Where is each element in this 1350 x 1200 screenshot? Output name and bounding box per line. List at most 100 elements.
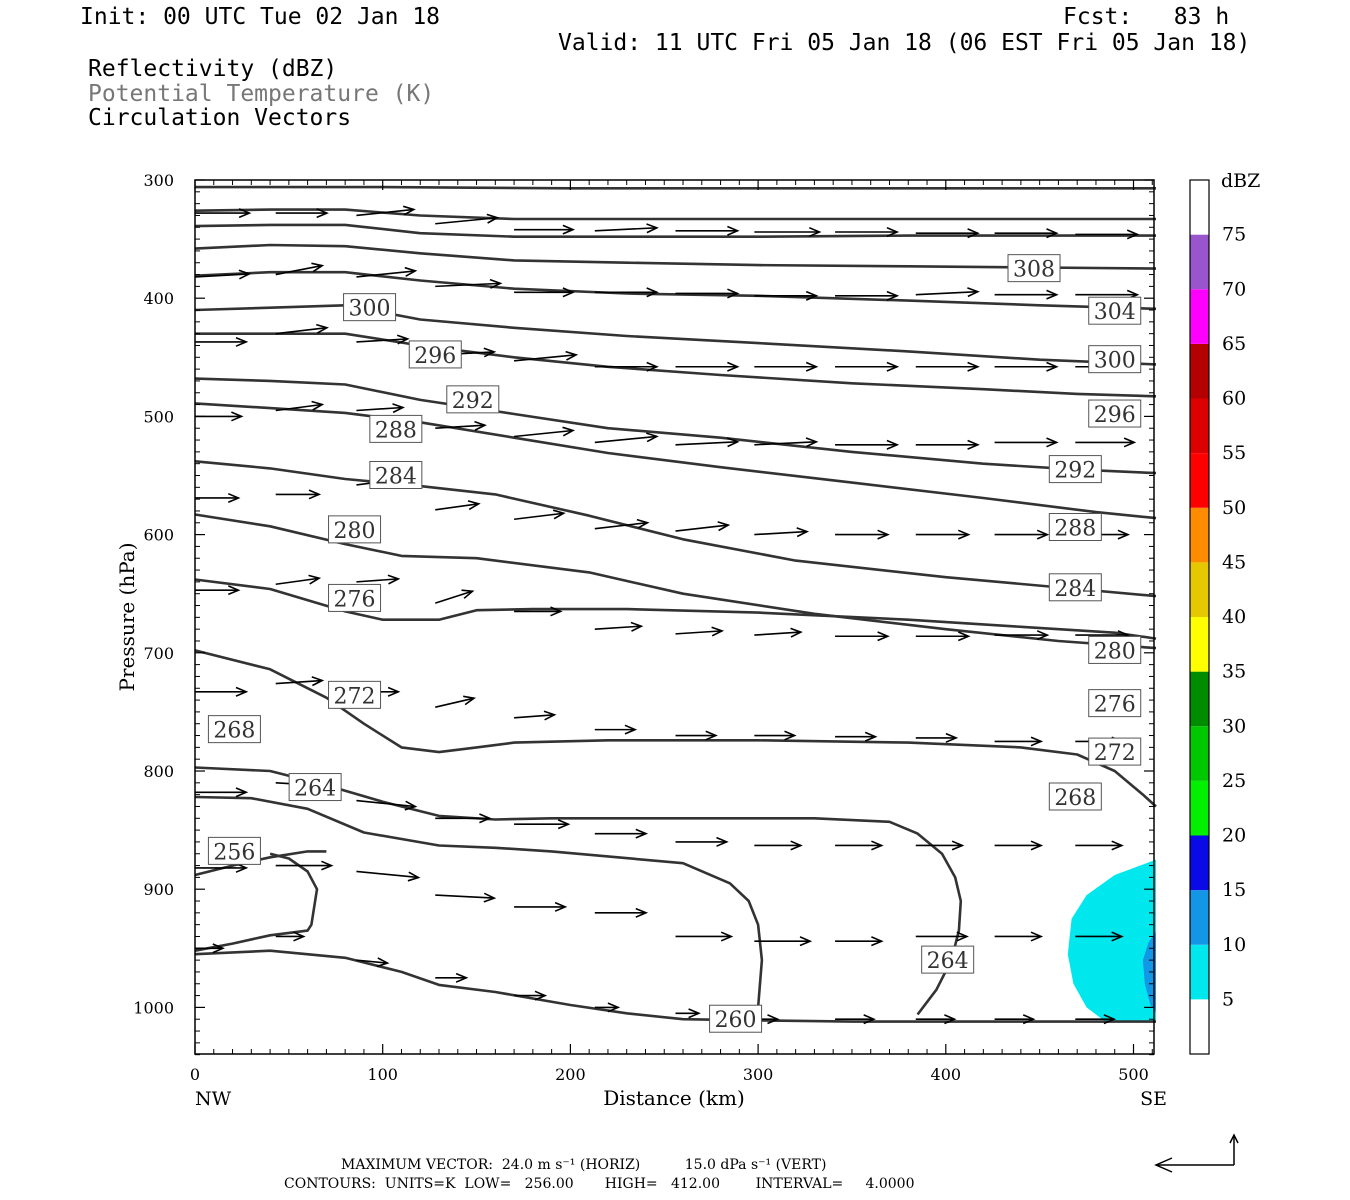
colorbar-label: 35 [1222, 661, 1246, 683]
circulation-vector [675, 1008, 701, 1019]
theta-label: 292 [446, 385, 500, 414]
theta-label: 276 [328, 583, 382, 612]
y-tick-label: 900 [143, 880, 174, 899]
circulation-vector [594, 223, 659, 234]
colorbar-label: 50 [1222, 497, 1246, 519]
forecast-hour: Fcst: 83 h [1063, 4, 1230, 30]
theta-label-text: 300 [349, 297, 391, 322]
circulation-vector [356, 957, 390, 968]
theta-label-text: 284 [375, 465, 417, 490]
theta-label: 268 [1048, 782, 1102, 811]
circulation-vector [994, 289, 1059, 300]
circulation-vector [275, 860, 334, 871]
circulation-vector [915, 287, 980, 298]
circulation-vector [514, 819, 571, 830]
axis-layer: 300 400 500 600 700 800 900 1000 0 100 200 300 400 50… [133, 171, 1154, 1084]
circulation-vector [594, 724, 638, 735]
circulation-vector [356, 334, 410, 345]
y-tick-label: 500 [143, 407, 174, 426]
theta-label-text: 292 [1054, 459, 1096, 484]
circulation-vector [195, 686, 249, 697]
theta-contour-316 [195, 185, 1156, 190]
circulation-vector [835, 1014, 876, 1025]
circulation-vector [994, 931, 1044, 942]
theta-label-text: 284 [1054, 577, 1096, 602]
y-tick-label: 400 [143, 289, 174, 308]
circulation-vector [915, 631, 971, 642]
colorbar-label: 75 [1222, 224, 1246, 246]
theta-contour-292 [195, 332, 1157, 398]
circulation-vector [835, 840, 884, 851]
theta-label: 284 [1048, 573, 1102, 602]
theta-contour-256 [194, 852, 319, 952]
circulation-vector [435, 695, 477, 708]
y-axis-title: Pressure (hPa) [115, 543, 139, 692]
x-tick-label: 100 [367, 1065, 398, 1084]
circulation-vector [915, 732, 959, 743]
x-tick-label: 200 [555, 1065, 586, 1084]
colorbar-swatch [1190, 343, 1209, 399]
vector-layer [194, 205, 1140, 1025]
circulation-vector [275, 208, 329, 219]
circulation-vector [835, 439, 900, 450]
circulation-vector [514, 426, 576, 438]
circulation-vector [594, 828, 649, 839]
theta-label: 280 [328, 515, 382, 544]
theta-label-text: 264 [927, 949, 969, 974]
colorbar-swatch [1190, 398, 1209, 454]
circulation-vector [594, 907, 649, 918]
circulation-vector [915, 361, 980, 372]
circulation-vector [754, 226, 822, 238]
circulation-vector [915, 931, 969, 942]
circulation-vector [356, 205, 416, 217]
circulation-vector [514, 287, 576, 298]
colorbar-swatch [1190, 289, 1209, 344]
theta-label-text: 308 [1013, 258, 1055, 283]
theta-label-text: 276 [1094, 693, 1136, 718]
circulation-vector [835, 936, 884, 947]
circulation-vector [675, 225, 740, 236]
circulation-vector [275, 400, 325, 412]
colorbar-label: 30 [1222, 715, 1246, 737]
circulation-vector [675, 626, 725, 637]
circulation-vector [994, 361, 1059, 372]
circulation-vector [594, 621, 644, 632]
circulation-vector [275, 676, 325, 687]
colorbar-swatch [1190, 562, 1209, 617]
y-tick-label: 800 [143, 762, 174, 781]
theta-label-text: 268 [213, 719, 255, 744]
y-tick-label: 1000 [133, 998, 174, 1017]
colorbar-label: 5 [1222, 988, 1234, 1010]
x-tick-label: 0 [190, 1065, 200, 1084]
y-tick-label: 300 [143, 171, 174, 190]
circulation-vector [994, 437, 1059, 448]
circulation-vector [275, 931, 306, 942]
circulation-vector [994, 529, 1050, 540]
circulation-vector [514, 224, 576, 235]
circulation-vector [275, 262, 325, 276]
valid-time: Valid: 11 UTC Fri 05 Jan 18 (06 EST Fri … [558, 30, 1251, 56]
colorbar-label: 20 [1222, 825, 1246, 847]
circulation-vector [514, 606, 563, 617]
x-tick-label: 400 [931, 1065, 962, 1084]
theta-label-text: 276 [334, 587, 376, 612]
theta-label-text: 280 [334, 519, 376, 544]
circulation-vector [514, 710, 557, 721]
circulation-vector [275, 323, 329, 335]
circulation-vector [1075, 1014, 1117, 1025]
circulation-vector [675, 437, 740, 448]
theta-label: 272 [328, 680, 382, 709]
circulation-vector [915, 439, 980, 450]
theta-contour-276 [194, 513, 1157, 650]
circulation-vector [356, 403, 405, 414]
theta-label-text: 288 [1054, 517, 1096, 542]
theta-label: 280 [1088, 635, 1142, 664]
circulation-vector [195, 862, 249, 873]
circulation-vector [356, 266, 418, 278]
max-vector-note: MAXIMUM VECTOR: 24.0 m s⁻¹ (HORIZ) 15.0 … [341, 1157, 827, 1173]
circulation-vector [275, 574, 322, 586]
theta-label: 272 [1088, 737, 1142, 766]
colorbar-label: 40 [1222, 606, 1246, 628]
theta-label-text: 300 [1094, 349, 1136, 374]
circulation-vector [513, 509, 566, 521]
